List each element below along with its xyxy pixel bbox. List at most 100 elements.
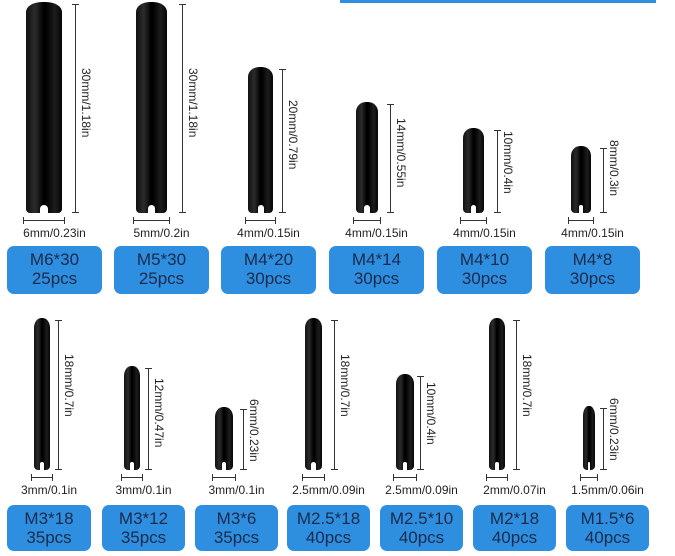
- width-label: 5mm/0.2in: [133, 226, 190, 240]
- size-label: M4*10: [459, 250, 510, 269]
- width-label: 2.5mm/0.09in: [385, 483, 458, 497]
- count-label: 25pcs: [138, 269, 185, 288]
- width-dimension-line: [245, 217, 276, 224]
- length-dimension-line: [72, 4, 79, 213]
- length-label: 14mm/0.55in: [394, 117, 408, 187]
- width-dimension-line: [302, 474, 325, 481]
- length-dimension-line: [494, 130, 501, 213]
- length-label: 6mm/0.23in: [607, 398, 621, 461]
- length-label: 18mm/0.7in: [62, 354, 76, 417]
- spring-pin: [136, 2, 167, 213]
- width-dimension-line: [121, 474, 143, 481]
- size-label: M6*30: [29, 250, 80, 269]
- spring-pin: [583, 406, 595, 470]
- length-dimension-line: [179, 4, 186, 213]
- size-label: M4*14: [351, 250, 402, 269]
- length-label: 30mm/1.18in: [186, 67, 200, 137]
- size-label: M2.5*10: [389, 509, 454, 528]
- size-label: M4*8: [572, 250, 613, 269]
- spring-pin: [124, 366, 140, 470]
- length-dimension-line: [145, 368, 152, 470]
- width-label: 2mm/0.07in: [483, 483, 546, 497]
- width-label: 2.5mm/0.09in: [292, 483, 365, 497]
- count-label: 30pcs: [569, 269, 616, 288]
- count-label: 25pcs: [31, 269, 78, 288]
- count-label: 35pcs: [120, 528, 167, 547]
- count-label: 40pcs: [305, 528, 352, 547]
- size-label: M3*12: [118, 509, 169, 528]
- width-label: 4mm/0.15in: [453, 226, 516, 240]
- length-dimension-line: [240, 409, 247, 470]
- spring-pin: [305, 318, 322, 470]
- length-dimension-line: [55, 320, 62, 470]
- length-label: 30mm/1.18in: [79, 67, 93, 137]
- spring-pin: [248, 67, 273, 213]
- length-dimension-line: [513, 320, 520, 470]
- size-card: M4*10 30pcs: [437, 246, 532, 294]
- length-dimension-line: [417, 376, 424, 470]
- width-dimension-line: [393, 474, 417, 481]
- size-label: M4*20: [243, 250, 294, 269]
- size-card: M1.5*6 40pcs: [566, 505, 649, 551]
- count-label: 30pcs: [461, 269, 508, 288]
- size-label: M2.5*18: [296, 509, 361, 528]
- count-label: 30pcs: [353, 269, 400, 288]
- size-card: M2*18 40pcs: [473, 505, 556, 551]
- top-banner-edge: [340, 0, 656, 3]
- spring-pin: [356, 102, 378, 213]
- width-label: 4mm/0.15in: [345, 226, 408, 240]
- size-card: M6*30 25pcs: [7, 246, 102, 294]
- length-label: 10mm/0.4in: [424, 382, 438, 445]
- length-label: 18mm/0.7in: [520, 354, 534, 417]
- width-dimension-line: [486, 474, 508, 481]
- width-dimension-line: [133, 217, 170, 224]
- count-label: 35pcs: [26, 528, 72, 547]
- spring-pin: [26, 2, 62, 213]
- width-dimension-line: [23, 217, 65, 224]
- count-label: 40pcs: [584, 528, 631, 547]
- size-card: M3*6 35pcs: [195, 505, 278, 551]
- length-label: 8mm/0.3in: [607, 139, 621, 196]
- size-card: M5*30 25pcs: [114, 246, 209, 294]
- size-label: M1.5*6: [580, 509, 635, 528]
- size-label: M5*30: [136, 250, 187, 269]
- spring-pin: [34, 318, 50, 470]
- length-dimension-line: [331, 320, 338, 470]
- spring-pin: [396, 374, 414, 470]
- width-dimension-line: [212, 474, 236, 481]
- size-card: M2.5*18 40pcs: [287, 505, 370, 551]
- width-dimension-line: [580, 474, 598, 481]
- length-dimension-line: [279, 69, 286, 213]
- count-label: 35pcs: [213, 528, 260, 547]
- size-card: M3*18 35pcs: [7, 505, 91, 551]
- size-label: M3*6: [216, 509, 257, 528]
- length-dimension-line: [600, 408, 607, 470]
- length-label: 18mm/0.7in: [338, 354, 352, 417]
- length-dimension-line: [387, 104, 394, 213]
- size-card: M4*20 30pcs: [221, 246, 316, 294]
- count-label: 40pcs: [398, 528, 445, 547]
- width-label: 3mm/0.1in: [208, 483, 265, 497]
- width-label: 4mm/0.15in: [237, 226, 300, 240]
- length-label: 6mm/0.23in: [247, 398, 261, 462]
- spring-pin: [463, 128, 484, 213]
- length-label: 20mm/0.79in: [286, 100, 300, 170]
- width-label: 3mm/0.1in: [20, 483, 78, 497]
- size-card: M2.5*10 40pcs: [380, 505, 463, 551]
- width-label: 3mm/0.1in: [115, 483, 172, 497]
- size-card: M4*8 30pcs: [545, 246, 640, 294]
- count-label: 30pcs: [245, 269, 292, 288]
- width-dimension-line: [568, 217, 594, 224]
- width-dimension-line: [460, 217, 487, 224]
- spring-pin: [215, 407, 233, 470]
- spring-pin: [571, 146, 591, 213]
- width-label: 1.5mm/0.06in: [571, 483, 644, 497]
- count-label: 40pcs: [491, 528, 538, 547]
- size-card: M4*14 30pcs: [329, 246, 424, 294]
- width-dimension-line: [353, 217, 381, 224]
- size-label: M3*18: [24, 509, 74, 528]
- size-label: M2*18: [489, 509, 540, 528]
- length-dimension-line: [600, 148, 607, 213]
- length-label: 10mm/0.4in: [501, 130, 515, 194]
